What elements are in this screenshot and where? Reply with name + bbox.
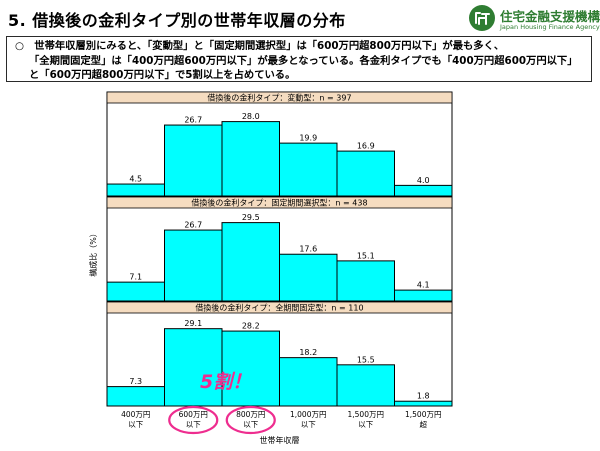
bar-p2-c6 — [394, 289, 453, 302]
bar-p3-c3 — [221, 330, 280, 407]
data-label-p1-c6: 4.0 — [417, 176, 430, 185]
highlight-circle-1 — [168, 405, 219, 435]
bar-p1-c5 — [336, 150, 395, 197]
bar-p1-c6 — [394, 184, 453, 197]
bar-p1-c2 — [164, 124, 223, 197]
bar-p3-c5 — [336, 364, 395, 407]
annotation-callout: 5割！ — [200, 371, 251, 393]
data-label-p3-c5: 15.5 — [357, 355, 375, 364]
panel-label-1: 借換後の金利タイプ：変動型：n = 397 — [207, 93, 351, 103]
summary-bullet: ○ — [15, 40, 24, 52]
summary-box: ○ 世帯年収層別にみると、「変動型」と「固定期間選択型」は「600万円超800万… — [6, 36, 592, 82]
jhf-logo-icon — [469, 5, 495, 31]
bar-p1-c3 — [221, 121, 280, 197]
x-tick-label-4: 1,000万円以下 — [290, 410, 326, 429]
data-label-p2-c4: 17.6 — [299, 245, 317, 254]
data-label-p2-c5: 15.1 — [357, 251, 375, 260]
bar-p1-c1 — [106, 183, 165, 197]
logo-name: 住宅金融支援機構 — [500, 9, 600, 24]
bar-p2-c1 — [106, 281, 165, 302]
data-label-p2-c3: 29.5 — [242, 213, 260, 222]
data-label-p1-c4: 19.9 — [299, 134, 317, 143]
data-label-p1-c1: 4.5 — [129, 175, 142, 184]
data-label-p1-c2: 26.7 — [184, 116, 202, 125]
panel-label-2: 借換後の金利タイプ：固定期間選択型：n = 438 — [191, 198, 367, 208]
panel-strip-2 — [106, 196, 453, 209]
x-tick-label-2: 600万円以下 — [179, 410, 208, 429]
bar-p3-c6 — [394, 400, 453, 407]
summary-line-2: 「全期間固定型」は「400万円超600万円以下」が最多となっている。各金利タイプ… — [29, 54, 578, 67]
bar-p3-c4 — [279, 357, 338, 407]
x-tick-label-1: 400万円以下 — [121, 410, 150, 429]
summary-line-3: と「600万円超800万円以下」で5割以上を占めている。 — [29, 69, 296, 81]
bar-p2-c4 — [279, 253, 338, 302]
data-label-p2-c2: 26.7 — [184, 221, 202, 230]
bar-p2-c5 — [336, 260, 395, 302]
y-axis-title: 構成比（%） — [88, 229, 98, 277]
data-label-p2-c6: 4.1 — [417, 281, 430, 290]
x-tick-label-5: 1,500万円以下 — [348, 410, 384, 429]
panel-label-3: 借換後の金利タイプ：全期間固定型：n = 110 — [195, 303, 363, 313]
panel-strip-1 — [106, 91, 453, 104]
data-label-p1-c5: 16.9 — [357, 142, 375, 151]
data-label-p3-c4: 18.2 — [299, 348, 317, 357]
panel-strip-3 — [106, 301, 453, 314]
data-label-p3-c3: 28.2 — [242, 322, 260, 331]
x-axis-title: 世帯年収層 — [260, 435, 300, 445]
x-tick-label-3: 800万円以下 — [236, 410, 265, 429]
bar-p3-c2 — [164, 328, 223, 407]
page-title: 5. 借換後の金利タイプ別の世帯年収層の分布 — [8, 11, 346, 30]
bar-p2-c2 — [164, 229, 223, 302]
summary-line-1: ○ 世帯年収層別にみると、「変動型」と「固定期間選択型」は「600万円超800万… — [15, 39, 585, 54]
logo-subtitle: Japan Housing Finance Agency — [500, 23, 600, 31]
x-tick-label-6: 1,500万円超 — [405, 410, 441, 429]
agency-logo: 住宅金融支援機構 Japan Housing Finance Agency — [468, 4, 600, 36]
data-label-p3-c2: 29.1 — [184, 319, 202, 328]
summary-text-1: 世帯年収層別にみると、「変動型」と「固定期間選択型」は「600万円超800万円以… — [34, 40, 505, 52]
data-label-p3-c1: 7.3 — [129, 377, 142, 386]
bar-p3-c1 — [106, 386, 165, 407]
bar-p1-c4 — [279, 142, 338, 197]
data-label-p1-c3: 28.0 — [242, 112, 260, 121]
data-label-p2-c1: 7.1 — [129, 273, 142, 282]
bar-p2-c3 — [221, 222, 280, 302]
data-label-p3-c6: 1.8 — [417, 392, 430, 401]
highlight-circle-2 — [225, 405, 276, 435]
